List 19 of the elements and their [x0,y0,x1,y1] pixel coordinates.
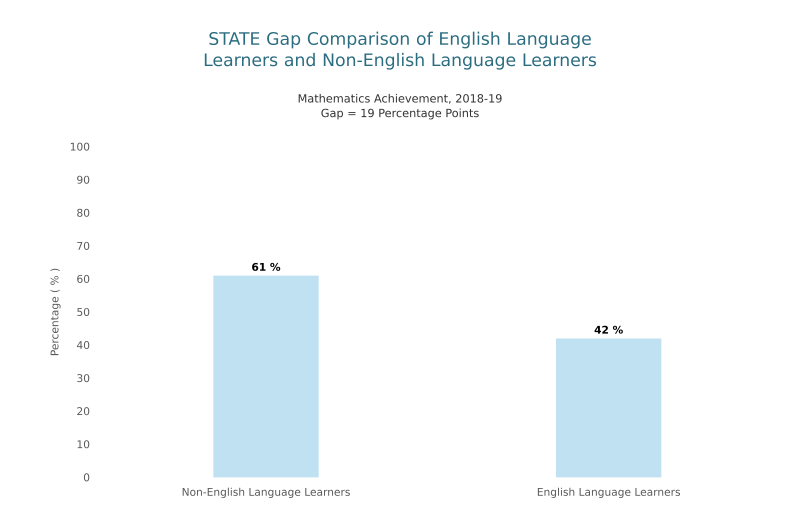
y-tick-label: 50 [77,308,90,316]
y-tick-label: 20 [77,407,90,416]
y-tick-label: 30 [77,374,90,382]
x-tick-label: Non-English Language Learners [182,488,350,498]
data-label: 42 % [594,326,623,334]
y-tick-label: 40 [76,341,90,350]
text: Gap = 19 Percentage Points [321,108,479,120]
y-axis-title: Percentage ( % ) [50,268,61,356]
y-tick-label: 70 [77,242,90,250]
y-tick-label: 0 [84,473,90,482]
x-tick-label: English Language Learners [538,488,680,498]
chart-title: STATE Gap Comparison of English Language Learners and Non-English Language Learners [204,32,596,70]
chart-subtitle: Mathematics Achievement, 2018-19 [298,94,502,104]
y-tick-label: 80 [77,208,90,217]
y-tick-label: 10 [78,440,90,448]
data-label: 61 % [252,263,280,272]
y-tick-label: 90 [77,176,90,184]
y-tick-label: 60 [77,275,90,284]
y-tick-label: 100 [70,142,90,151]
